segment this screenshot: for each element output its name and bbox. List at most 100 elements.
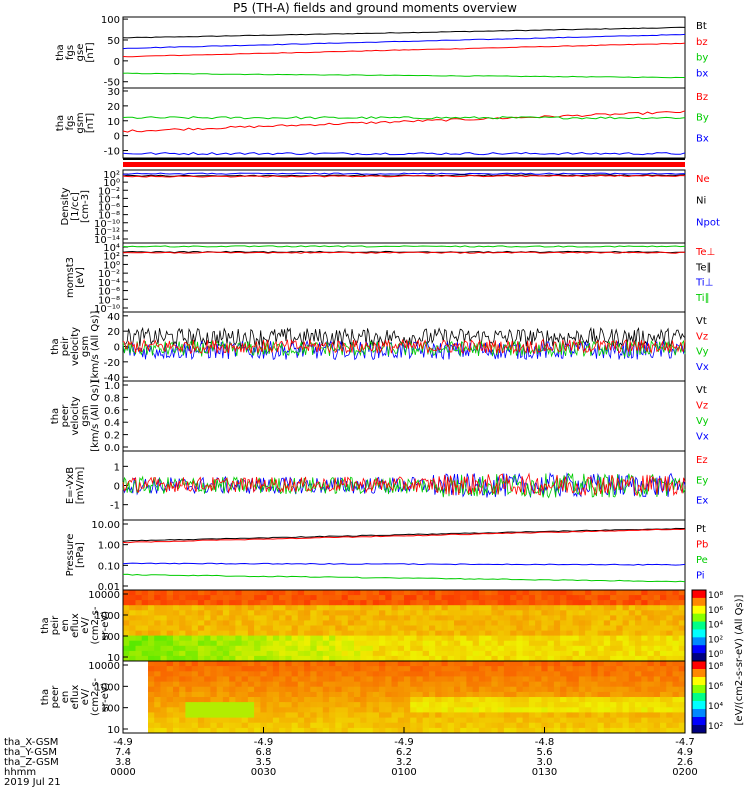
y-axis-label-line: tha xyxy=(50,338,61,354)
spectrogram-cell xyxy=(160,702,168,708)
spectrogram-cell xyxy=(585,691,592,698)
spectrogram-cell xyxy=(341,595,349,601)
spectrogram-cell xyxy=(491,666,499,672)
spectrogram-cell xyxy=(466,610,474,616)
spectrogram-cell xyxy=(641,630,648,637)
spectrogram-cell xyxy=(135,640,143,647)
spectrogram-cell xyxy=(491,620,499,626)
spectrogram-cell xyxy=(435,722,442,729)
spectrogram-cell xyxy=(210,691,218,698)
legend-entry: Ni xyxy=(696,196,706,207)
spectrogram-cell xyxy=(447,600,455,606)
spectrogram-cell xyxy=(497,676,505,682)
spectrogram-cell xyxy=(173,635,180,642)
spectrogram-cell xyxy=(154,635,161,642)
y-tick-label: 10⁻⁶ xyxy=(98,287,120,298)
colorbar-swatch xyxy=(692,613,706,623)
spectrogram-cell xyxy=(678,727,686,734)
spectrogram-cell xyxy=(185,600,193,606)
spectrogram-cell xyxy=(266,722,274,729)
spectrogram-cell xyxy=(416,722,424,729)
spectrogram-cell xyxy=(372,661,380,667)
spectrogram-cell xyxy=(466,707,474,713)
spectrogram-cell xyxy=(397,600,405,606)
spectrogram-cell xyxy=(503,722,511,729)
spectrogram-cell xyxy=(660,676,667,682)
spectrogram-cell xyxy=(347,640,355,647)
x-axis-row-label: 2019 Jul 21 xyxy=(4,777,61,788)
spectrogram-cell xyxy=(610,697,617,703)
spectrogram-cell xyxy=(366,640,374,647)
spectrogram-cell xyxy=(354,650,361,657)
spectrogram-cell xyxy=(560,697,567,703)
spectrogram-cell xyxy=(497,681,505,688)
legend-entry: by xyxy=(696,53,708,64)
spectrogram-cell xyxy=(266,681,274,688)
spectrogram-cell xyxy=(491,676,499,682)
spectrogram-cell xyxy=(572,605,580,611)
spectrogram-cell xyxy=(628,686,636,693)
spectrogram-cell xyxy=(254,650,261,657)
spectrogram-cell xyxy=(547,666,555,672)
spectrogram-cell xyxy=(241,655,249,662)
spectrogram-cell xyxy=(522,645,530,652)
x-axis-row-label: tha_Y-GSM xyxy=(4,747,57,758)
spectrogram-cell xyxy=(422,671,430,677)
spectrogram-cell xyxy=(528,707,536,713)
spectrogram-cell xyxy=(235,630,243,637)
spectrogram-cell xyxy=(179,635,186,642)
spectrogram-cell xyxy=(603,595,611,601)
spectrogram-cell xyxy=(597,620,605,626)
spectrogram-cell xyxy=(585,640,592,647)
spectrogram-cell xyxy=(385,625,392,632)
spectrogram-cell xyxy=(622,610,630,616)
spectrogram-cell xyxy=(272,630,280,637)
y-axis-label: thafgsgse[nT] xyxy=(55,42,96,62)
spectrogram-cell xyxy=(129,635,136,642)
spectrogram-cell xyxy=(160,671,168,677)
spectrogram-cell xyxy=(591,727,598,734)
spectrogram-cell xyxy=(166,691,174,698)
spectrogram-cell xyxy=(222,691,230,698)
colorbar-swatch xyxy=(692,629,706,638)
spectrogram-cell xyxy=(316,661,324,667)
spectrogram-cell xyxy=(222,630,230,637)
spectrogram-cell xyxy=(204,590,211,596)
spectrogram-cell xyxy=(553,671,561,677)
spectrogram-cell xyxy=(197,676,205,682)
spectrogram-cell xyxy=(566,655,574,662)
spectrogram-cell xyxy=(410,620,417,626)
spectrogram-cell xyxy=(197,645,205,652)
spectrogram-cell xyxy=(497,686,505,693)
spectrogram-cell xyxy=(141,635,149,642)
spectrogram-cell xyxy=(535,630,542,637)
spectrogram-cell xyxy=(460,661,467,667)
spectrogram-cell xyxy=(647,671,655,677)
spectrogram-cell xyxy=(391,707,399,713)
spectrogram-cell xyxy=(591,691,598,698)
spectrogram-cell xyxy=(347,681,355,688)
spectrogram-cell xyxy=(454,630,461,637)
spectrogram-cell xyxy=(585,681,592,688)
y-axis-label-line: momst3 xyxy=(65,257,76,298)
spectrogram-cell xyxy=(429,655,436,662)
spectrogram-cell xyxy=(191,645,199,652)
spectrogram-cell xyxy=(297,600,305,606)
spectrogram-cell xyxy=(366,595,374,601)
spectrogram-cell xyxy=(522,650,530,657)
spectrogram-cell xyxy=(610,600,617,606)
spectrogram-cell xyxy=(535,620,542,626)
spectrogram-cell xyxy=(185,712,193,718)
y-tick-label: 0 xyxy=(114,343,120,354)
spectrogram-cell xyxy=(491,661,499,667)
spectrogram-cell xyxy=(354,615,361,621)
spectrogram-cell xyxy=(460,610,467,616)
spectrogram-cell xyxy=(522,615,530,621)
spectrogram-cell xyxy=(347,625,355,632)
spectrogram-cell xyxy=(123,610,130,616)
spectrogram-cell xyxy=(572,712,580,718)
spectrogram-cell xyxy=(460,605,467,611)
spectrogram-cell xyxy=(322,605,330,611)
spectrogram-cell xyxy=(397,640,405,647)
spectrogram-cell xyxy=(416,605,424,611)
